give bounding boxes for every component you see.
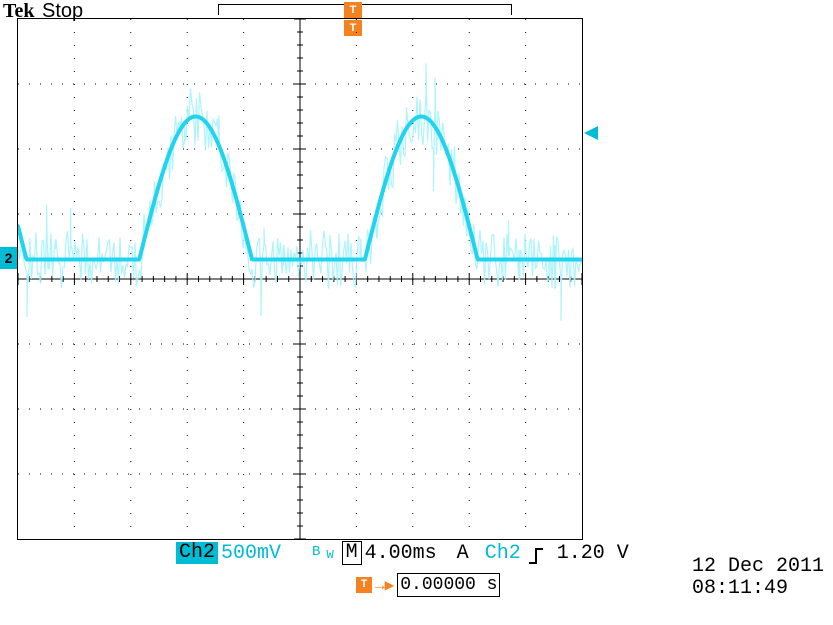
timestamp: 12 Dec 2011 08:11:49 [692, 556, 824, 600]
trigger-source: Ch2 [482, 542, 524, 565]
time-per-div: 4.00ms [362, 542, 440, 565]
time-label: 08:11:49 [692, 578, 824, 600]
trigger-time-row: T →▶ 0.00000 s [356, 573, 500, 597]
trigger-edge-icon [524, 546, 548, 566]
volts-per-div: 500mV [218, 542, 284, 565]
bandwidth-icon: BW [306, 544, 340, 563]
trigger-level-readout: 1.20 V [554, 542, 632, 565]
channel-label-box: Ch2 [176, 542, 218, 564]
trigger-t-icon: T [356, 577, 372, 593]
trigger-position-marker-top: T [344, 2, 362, 18]
trigger-mode: A [454, 542, 472, 565]
waveform-svg [18, 19, 582, 539]
zoom-bracket [218, 4, 512, 15]
channel-ground-marker: 2 [0, 247, 17, 269]
trigger-time-value: 0.00000 s [397, 573, 500, 597]
oscilloscope-screenshot: Tek Stop T T 2 Ch2 500mV BW M 4.00ms A C… [0, 0, 833, 625]
readout-bar: Ch2 500mV BW M 4.00ms A Ch2 1.20 V [176, 541, 632, 565]
trigger-level-marker [584, 126, 598, 145]
arrow-right-icon: →▶ [375, 575, 394, 595]
waveform-plot [17, 18, 583, 540]
date-label: 12 Dec 2011 [692, 556, 824, 578]
timebase-prefix: M [342, 541, 362, 565]
